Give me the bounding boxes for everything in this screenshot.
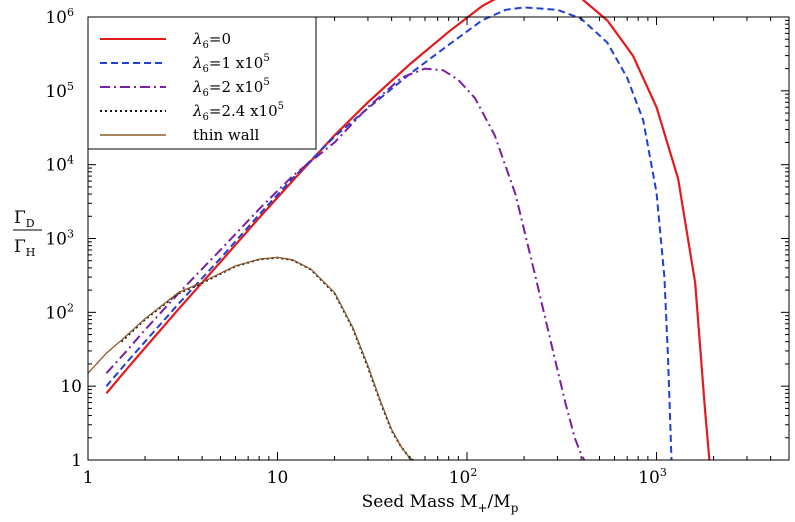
y-label-denominator: Γ xyxy=(14,237,26,257)
legend-label-1: λ6=0 xyxy=(192,30,231,51)
svg-text:ΓD: ΓD xyxy=(14,208,35,230)
series-line-4 xyxy=(120,256,414,461)
legend-label-3: λ6=2 x105 xyxy=(192,77,270,99)
x-tick-label: 103 xyxy=(638,466,667,488)
y-tick-label: 102 xyxy=(45,301,74,323)
series-line-5 xyxy=(87,256,414,461)
legend-label-4: λ6=2.4 x105 xyxy=(192,101,284,123)
series-line-3 xyxy=(105,67,586,461)
plot-lines xyxy=(87,0,711,461)
legend-label-5: thin wall xyxy=(193,126,259,144)
y-tick-label: 105 xyxy=(45,80,74,102)
x-axis-label: Seed Mass M+/Mp xyxy=(362,492,519,515)
y-tick-label: 106 xyxy=(45,6,74,28)
series-line-1 xyxy=(105,0,711,461)
y-tick-label: 104 xyxy=(45,154,74,176)
y-tick-label: 103 xyxy=(45,228,74,250)
y-label-numerator: Γ xyxy=(14,208,26,228)
axis-ticks: 1 10 102 103 1 10 102 103 104 105 106 xyxy=(45,6,789,488)
y-tick-label: 10 xyxy=(60,377,82,397)
x-tick-label: 10 xyxy=(267,468,289,488)
legend-box xyxy=(87,16,317,150)
legend-label-2: λ6=1 x105 xyxy=(192,53,270,75)
y-tick-label: 1 xyxy=(71,451,82,471)
x-tick-label: 1 xyxy=(83,468,94,488)
svg-text:ΓH: ΓH xyxy=(14,237,35,259)
x-tick-label: 102 xyxy=(449,466,478,488)
y-axis-label: ΓD ΓH xyxy=(13,208,42,259)
series-line-2 xyxy=(105,6,673,461)
